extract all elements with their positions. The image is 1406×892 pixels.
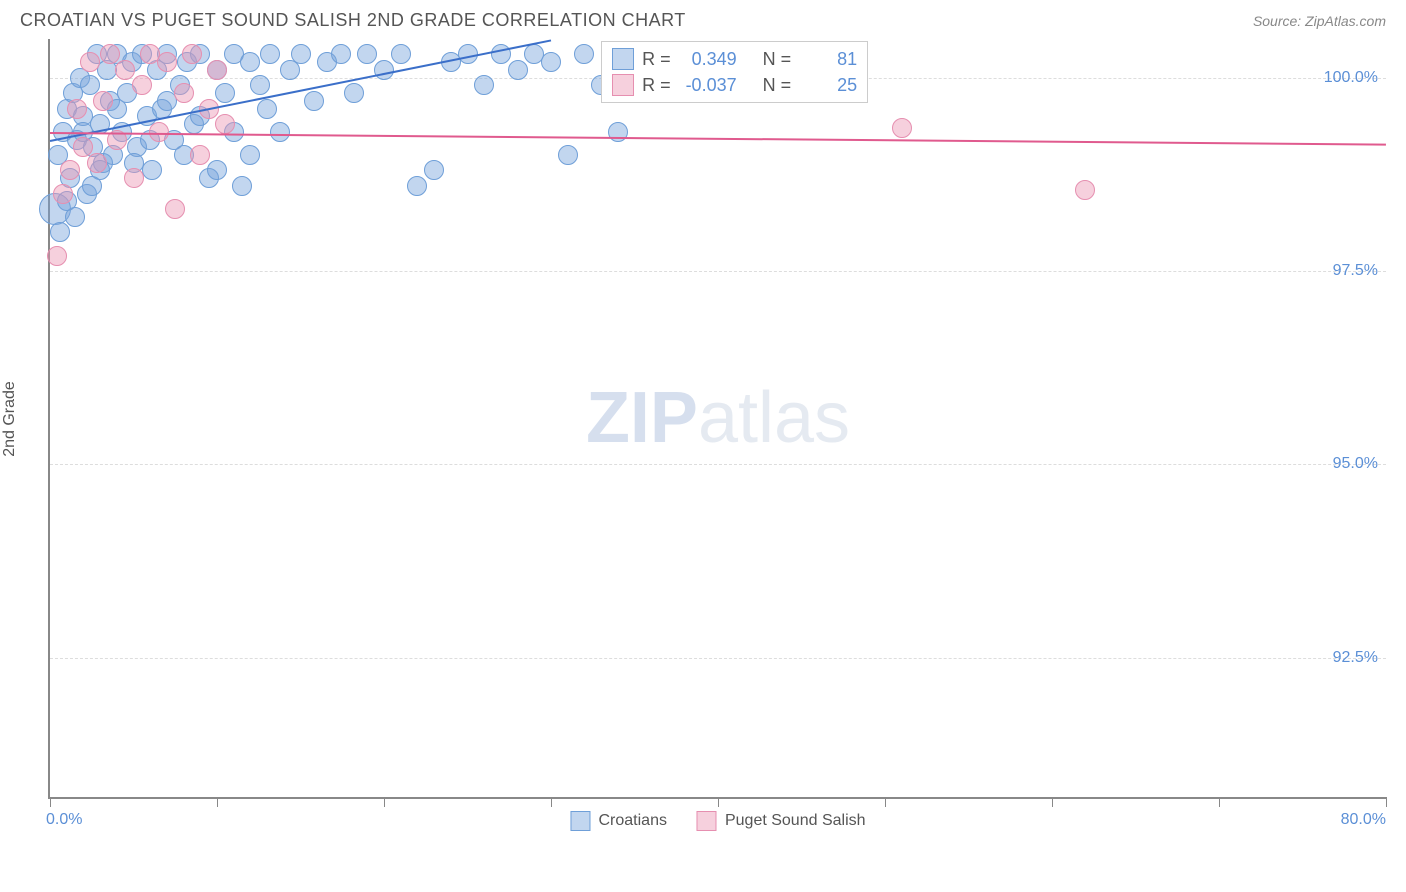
x-tick [1219,797,1220,807]
x-tick [384,797,385,807]
scatter-point [82,176,102,196]
scatter-point [232,176,252,196]
stats-r-label: R = [642,49,671,70]
gridline [50,271,1386,272]
x-tick [718,797,719,807]
x-tick [217,797,218,807]
scatter-point [93,91,113,111]
x-tick [885,797,886,807]
scatter-point [304,91,324,111]
scatter-point [50,222,70,242]
scatter-point [240,52,260,72]
stats-r-label: R = [642,75,671,96]
scatter-point [182,44,202,64]
scatter-point [558,145,578,165]
scatter-point [157,52,177,72]
scatter-point [60,160,80,180]
gridline [50,464,1386,465]
scatter-point [149,122,169,142]
scatter-point [357,44,377,64]
scatter-point [1075,180,1095,200]
scatter-point [574,44,594,64]
stats-n-value: 25 [799,75,857,96]
stats-r-value: 0.349 [679,49,737,70]
scatter-point [87,153,107,173]
scatter-point [407,176,427,196]
x-tick [1386,797,1387,807]
x-tick [50,797,51,807]
legend-item: Croatians [570,811,666,831]
x-label-max: 80.0% [1341,811,1386,829]
stats-n-label: N = [763,49,792,70]
scatter-point [165,199,185,219]
scatter-point [47,246,67,266]
scatter-point [474,75,494,95]
scatter-point [132,75,152,95]
scatter-point [207,60,227,80]
gridline [50,658,1386,659]
scatter-point [541,52,561,72]
y-tick-label: 100.0% [1324,69,1378,87]
scatter-point [508,60,528,80]
scatter-point [331,44,351,64]
scatter-point [124,168,144,188]
stats-box: R = 0.349 N = 81 R = -0.037 N = 25 [601,41,868,103]
scatter-point [100,44,120,64]
scatter-point [115,60,135,80]
scatter-point [53,184,73,204]
scatter-point [80,52,100,72]
watermark-rest: atlas [698,378,850,458]
stats-row: R = -0.037 N = 25 [612,72,857,98]
scatter-point [240,145,260,165]
watermark-bold: ZIP [586,378,698,458]
chart-source: Source: ZipAtlas.com [1253,13,1386,29]
scatter-point [257,99,277,119]
y-tick-label: 95.0% [1333,455,1378,473]
scatter-point [207,160,227,180]
scatter-point [391,44,411,64]
scatter-point [291,44,311,64]
chart-header: CROATIAN VS PUGET SOUND SALISH 2ND GRADE… [0,0,1406,39]
y-axis-label: 2nd Grade [1,381,19,457]
x-tick [1052,797,1053,807]
legend-label: Croatians [598,812,666,830]
stats-row: R = 0.349 N = 81 [612,46,857,72]
trend-line [50,132,1386,146]
scatter-point [250,75,270,95]
scatter-point [260,44,280,64]
scatter-point [374,60,394,80]
x-label-min: 0.0% [46,811,82,829]
scatter-point [142,160,162,180]
scatter-point [892,118,912,138]
legend: Croatians Puget Sound Salish [570,811,865,831]
stats-swatch [612,74,634,96]
chart-title: CROATIAN VS PUGET SOUND SALISH 2ND GRADE… [20,10,686,31]
scatter-point [424,160,444,180]
scatter-point [174,83,194,103]
scatter-point [270,122,290,142]
watermark: ZIPatlas [586,377,850,459]
y-tick-label: 97.5% [1333,262,1378,280]
plot-area: ZIPatlas 92.5%95.0%97.5%100.0%0.0%80.0%R… [48,39,1386,799]
legend-item: Puget Sound Salish [697,811,866,831]
scatter-point [215,83,235,103]
chart-container: 2nd Grade ZIPatlas 92.5%95.0%97.5%100.0%… [48,39,1386,799]
x-tick [551,797,552,807]
stats-r-value: -0.037 [679,75,737,96]
scatter-point [67,99,87,119]
y-tick-label: 92.5% [1333,649,1378,667]
stats-n-label: N = [763,75,792,96]
stats-n-value: 81 [799,49,857,70]
scatter-point [190,145,210,165]
scatter-point [215,114,235,134]
legend-label: Puget Sound Salish [725,812,866,830]
legend-swatch [570,811,590,831]
legend-swatch [697,811,717,831]
scatter-point [344,83,364,103]
scatter-point [65,207,85,227]
stats-swatch [612,48,634,70]
